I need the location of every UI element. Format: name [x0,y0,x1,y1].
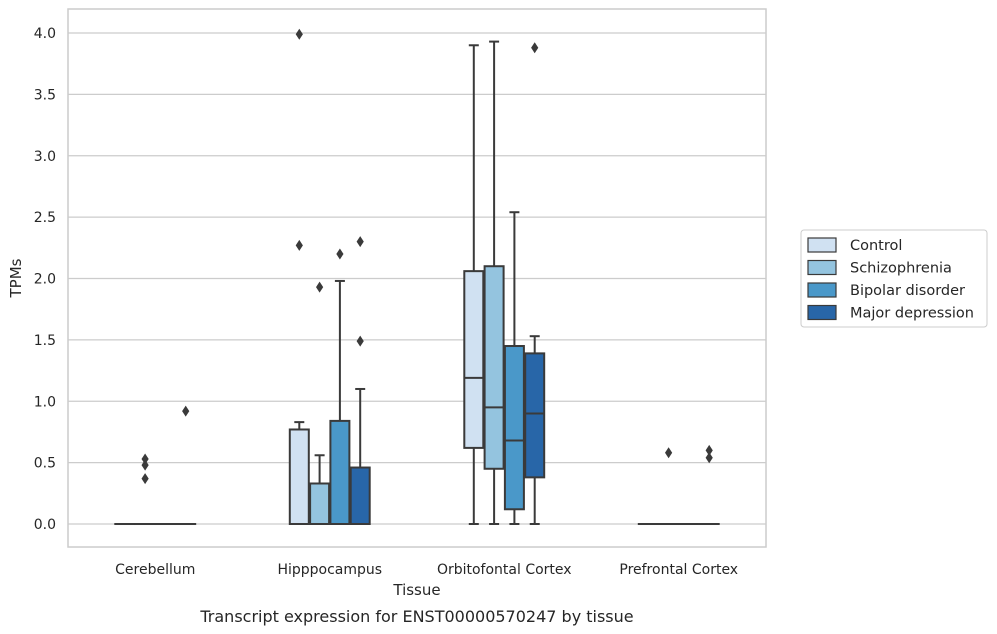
outlier-point [336,248,344,260]
y-tick-label: 0.5 [34,456,56,472]
box-bipolar-disorder [503,211,525,525]
boxes [114,28,720,526]
box-schizophrenia [483,40,505,525]
box-schizophrenia [134,453,156,526]
outlier-point [295,239,303,251]
y-tick-label: 3.5 [34,87,56,103]
box-schizophrenia [658,447,680,526]
outlier-point [356,236,364,248]
y-tick-label: 1.5 [34,333,56,349]
x-tick-label: Hipppocampus [277,562,382,578]
outlier-point [316,281,324,293]
y-tick-label: 2.5 [34,210,56,226]
y-axis-ticks: 0.0 0.5 1.0 1.5 2.0 2.5 3.0 3.5 4.0 [34,26,56,533]
box-body [524,352,546,479]
box-major-depression [349,236,371,526]
box-major-depression [524,42,546,525]
box-body [288,428,310,526]
x-tick-label: Orbitofontal Cortex [437,562,572,578]
legend-swatch [807,304,837,321]
box-major-depression [175,405,197,526]
outlier-point [141,453,149,465]
box-body [463,270,485,449]
legend-label: Major depression [850,306,974,322]
outlier-point [141,473,149,485]
x-tick-label: Prefrontal Cortex [619,562,738,578]
chart-caption: Transcript expression for ENST0000057024… [199,607,633,626]
outlier-point [141,459,149,471]
box-major-depression [698,444,720,526]
x-axis-title: Tissue [392,581,440,599]
box-body [349,466,371,526]
legend-items: Control Schizophrenia Bipolar disorder Majo… [807,237,974,322]
box-body [483,265,505,470]
outlier-point [705,452,713,464]
outlier-point [531,42,539,54]
legend: Control Schizophrenia Bipolar disorder Majo… [800,229,988,328]
legend-swatch [807,282,837,298]
y-tick-label: 0.0 [34,517,56,533]
outlier-point [295,28,303,40]
y-tick-label: 2.0 [34,272,56,288]
outlier-point [665,447,673,459]
y-tick-label: 1.0 [34,394,56,410]
box-schizophrenia [309,281,331,525]
box-control [463,44,485,525]
x-tick-label: Cerebellum [115,562,195,578]
box-body [503,345,525,511]
legend-frame [800,229,988,328]
legend-swatch [807,237,837,253]
x-axis-ticks: Cerebellum Hipppocampus Orbitofontal Corte… [115,562,738,578]
outlier-point [705,444,713,456]
outlier-point [182,405,190,417]
legend-label: Control [850,238,902,254]
box-body [309,482,331,525]
y-tick-label: 3.0 [34,149,56,165]
box-body [329,419,351,526]
legend-label: Schizophrenia [850,261,952,277]
legend-swatch [807,259,837,276]
box-bipolar-disorder [329,248,351,526]
box-control [288,28,310,526]
legend-label: Bipolar disorder [850,283,965,299]
y-axis-title: TPMs [7,258,25,298]
outlier-point [356,335,364,347]
y-tick-label: 4.0 [34,26,56,42]
